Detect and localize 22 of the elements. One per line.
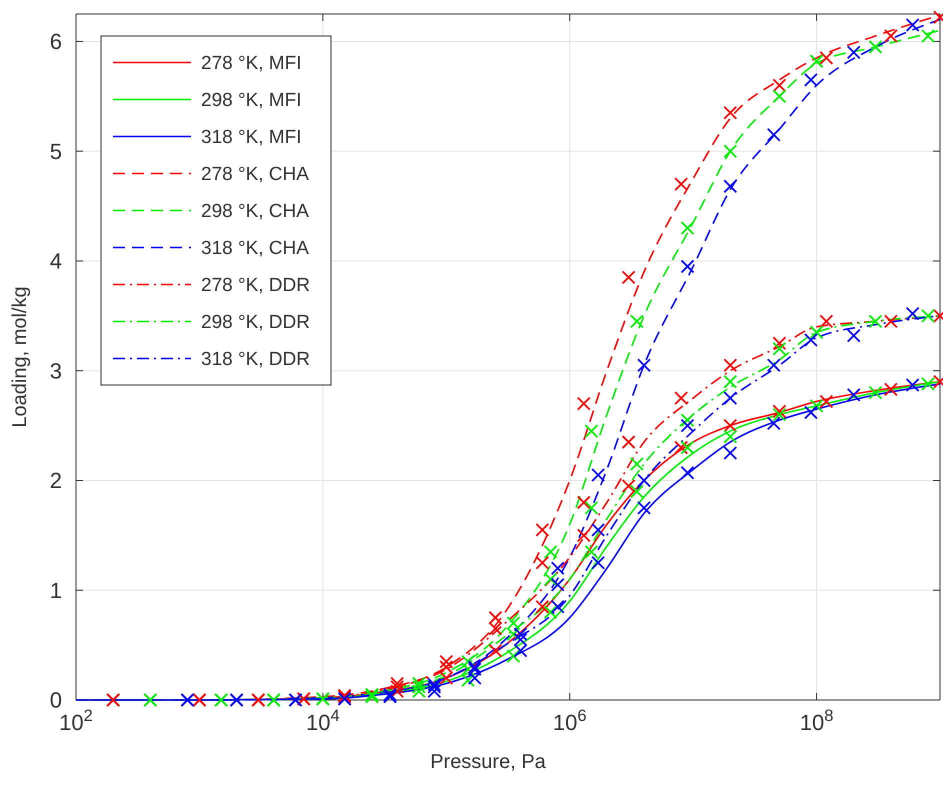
legend-label: 318 °K, MFI xyxy=(201,127,302,148)
y-tick-label: 4 xyxy=(50,248,62,274)
y-tick-label: 1 xyxy=(50,578,62,603)
legend-label: 318 °K, DDR xyxy=(201,349,310,370)
x-tick-label: 10$^{4}$ xyxy=(306,707,340,735)
legend-label: 298 °K, CHA xyxy=(201,201,310,222)
x-tick-label: 10$^{6}$ xyxy=(552,707,587,735)
x-tick-label: 10$^{8}$ xyxy=(800,707,834,735)
legend-label: 318 °K, CHA xyxy=(201,238,310,260)
x-tick-label: 10$^{2}$ xyxy=(59,707,93,735)
x-axis-title: Pressure, Pa xyxy=(430,751,547,773)
legend-label: 278 °K, DDR xyxy=(201,275,310,296)
y-axis-title: Loading, mol/kg xyxy=(9,286,31,428)
y-tick-label: 3 xyxy=(50,358,62,384)
legend-label: 298 °K, DDR xyxy=(201,312,310,334)
y-tick-label: 5 xyxy=(50,138,62,164)
legend-label: 298 °K, MFI xyxy=(201,90,302,112)
y-tick-label: 0 xyxy=(50,688,62,713)
legend-label: 278 °K, MFI xyxy=(201,53,302,74)
y-tick-label: 2 xyxy=(50,468,62,494)
y-tick-label: 6 xyxy=(50,29,62,54)
legend-label: 278 °K, CHA xyxy=(201,164,310,186)
